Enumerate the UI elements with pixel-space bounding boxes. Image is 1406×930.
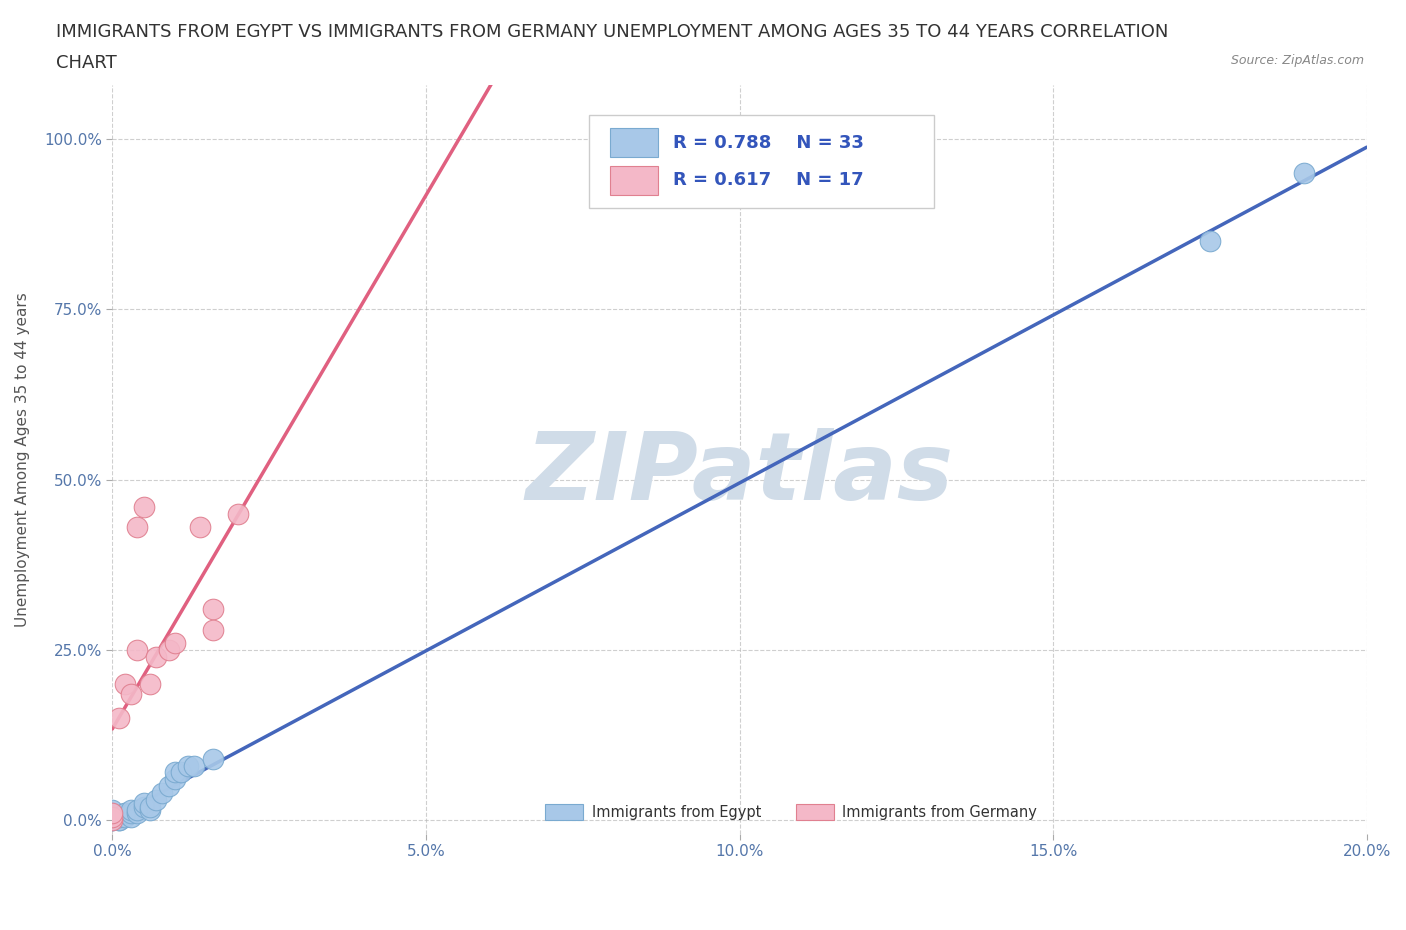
Point (101, 806, 124, 821)
Point (114, 676, 136, 691)
Point (183, 758, 205, 773)
Point (120, 806, 142, 821)
Point (132, 499, 155, 514)
Point (170, 765, 193, 780)
Point (101, 809, 124, 824)
Point (107, 813, 129, 828)
Point (176, 758, 198, 773)
Point (163, 636, 186, 651)
Point (139, 799, 162, 814)
Point (188, 520, 211, 535)
Point (101, 806, 124, 821)
Point (139, 676, 162, 691)
Point (107, 813, 129, 828)
Point (120, 809, 142, 824)
Text: ZIPatlas: ZIPatlas (526, 428, 953, 520)
Point (145, 792, 167, 807)
Point (157, 778, 180, 793)
Point (201, 622, 224, 637)
FancyBboxPatch shape (546, 804, 582, 820)
Point (132, 796, 155, 811)
Point (101, 806, 124, 821)
Point (127, 806, 149, 821)
Point (145, 649, 167, 664)
Point (226, 506, 249, 521)
Point (101, 809, 124, 824)
Point (127, 643, 149, 658)
Point (101, 813, 124, 828)
Text: Immigrants from Germany: Immigrants from Germany (842, 804, 1038, 819)
FancyBboxPatch shape (796, 804, 834, 820)
Point (201, 602, 224, 617)
Text: CHART: CHART (56, 54, 117, 72)
Point (201, 751, 224, 766)
Point (101, 809, 124, 824)
Point (132, 799, 155, 814)
Point (163, 765, 186, 780)
Text: R = 0.788    N = 33: R = 0.788 N = 33 (673, 134, 863, 152)
Point (101, 813, 124, 828)
Point (1294, 166, 1316, 180)
Point (127, 520, 149, 535)
Point (107, 711, 129, 725)
FancyBboxPatch shape (610, 128, 658, 157)
Point (120, 686, 142, 701)
Point (163, 772, 186, 787)
Point (157, 643, 180, 658)
FancyBboxPatch shape (589, 114, 934, 208)
Point (120, 803, 142, 817)
FancyBboxPatch shape (610, 166, 658, 194)
Point (1199, 234, 1222, 249)
Point (107, 809, 129, 824)
Text: IMMIGRANTS FROM EGYPT VS IMMIGRANTS FROM GERMANY UNEMPLOYMENT AMONG AGES 35 TO 4: IMMIGRANTS FROM EGYPT VS IMMIGRANTS FROM… (56, 23, 1168, 41)
Text: R = 0.617    N = 17: R = 0.617 N = 17 (673, 171, 863, 190)
Text: Immigrants from Egypt: Immigrants from Egypt (592, 804, 761, 819)
Y-axis label: Unemployment Among Ages 35 to 44 years: Unemployment Among Ages 35 to 44 years (15, 292, 30, 627)
Point (139, 803, 162, 817)
Point (114, 809, 136, 824)
Point (152, 786, 174, 801)
Point (114, 806, 136, 821)
Text: Source: ZipAtlas.com: Source: ZipAtlas.com (1230, 54, 1364, 67)
Point (101, 813, 124, 828)
Point (127, 803, 149, 817)
Point (114, 806, 136, 821)
Point (101, 803, 124, 817)
